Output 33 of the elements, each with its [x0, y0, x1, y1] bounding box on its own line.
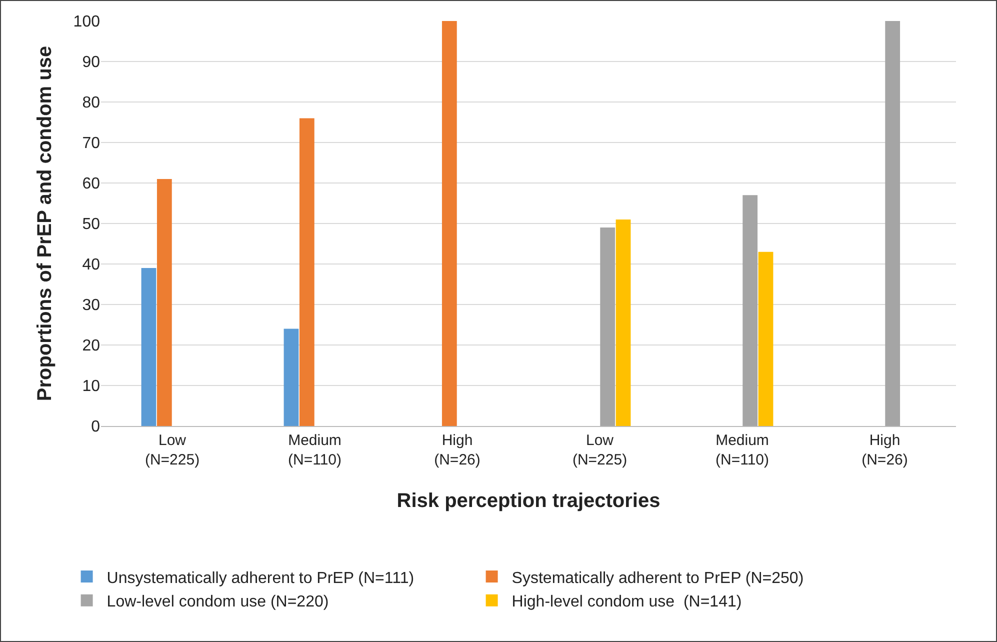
x-tick-label: Low (N=225)	[572, 432, 628, 468]
legend-label: Low-level condom use (N=220)	[106, 594, 329, 611]
bar	[299, 118, 314, 426]
y-tick-label: 0	[91, 418, 100, 436]
bar	[742, 195, 758, 426]
y-axis-title: Proportions of PrEP and condom use	[34, 46, 56, 402]
legend-label: Systematically adherent to PrEP (N=250)	[512, 570, 804, 587]
y-tick-label: 50	[82, 216, 100, 234]
x-tick-label: Low (N=225)	[144, 432, 200, 468]
y-tick-label: 100	[73, 14, 100, 31]
bar	[284, 328, 299, 426]
y-tick-label: 40	[82, 256, 100, 274]
y-tick-label: 60	[82, 176, 100, 193]
x-tick-label: Medium (N=110)	[288, 432, 342, 468]
y-tick-label: 30	[82, 297, 100, 314]
legend-label: High-level condom use (N=141)	[512, 594, 742, 611]
bar	[141, 268, 156, 426]
bar	[616, 219, 631, 426]
y-tick-label: 70	[82, 135, 100, 152]
bar	[600, 228, 616, 426]
y-tick-label: 20	[82, 338, 100, 355]
legend-label: Unsystematically adherent to PrEP (N=111)	[106, 570, 414, 587]
x-tick-label: High (N=26)	[862, 432, 908, 468]
x-tick-label: High (N=26)	[434, 432, 480, 468]
x-axis-title: Risk perception trajectories	[396, 490, 660, 512]
bar	[156, 178, 172, 426]
y-tick-label: 10	[82, 378, 100, 396]
x-tick-label: Medium (N=110)	[716, 432, 769, 468]
y-tick-label: 80	[82, 94, 100, 112]
bar	[442, 21, 457, 426]
y-tick-label: 90	[82, 54, 100, 72]
bar	[758, 252, 774, 426]
bar	[885, 21, 900, 426]
